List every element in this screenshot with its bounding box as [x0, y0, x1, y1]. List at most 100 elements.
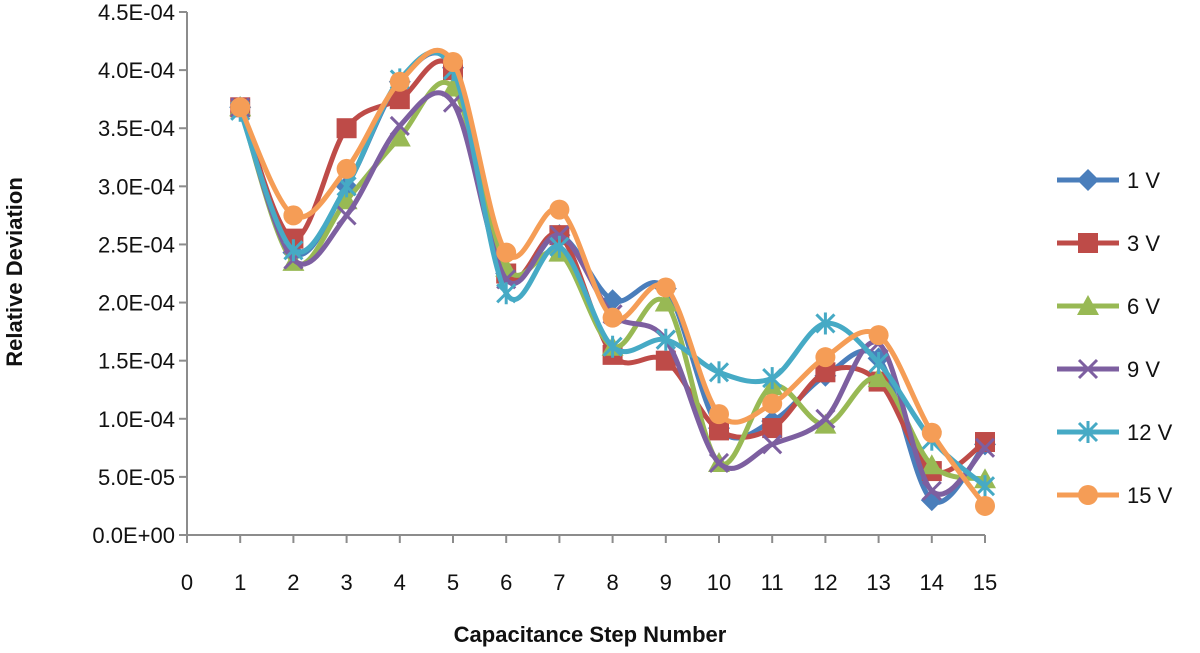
series-line-12v: [237, 49, 988, 489]
data-point-12v: [868, 351, 889, 374]
y-tick-label: 3.5E-04: [98, 116, 175, 141]
legend-label: 3 V: [1127, 231, 1160, 256]
y-tick-label: 1.0E-04: [98, 407, 175, 432]
data-point-12v: [655, 328, 676, 351]
x-tick-label: 14: [920, 570, 944, 595]
data-point-12v: [815, 312, 836, 335]
legend-item: 6 V: [1057, 294, 1160, 319]
x-axis-title: Capacitance Step Number: [454, 622, 727, 647]
axes: 0 1 2 3 4 5 6 7 8 9 10 11 12 13 14 15 0.0E+005.0E-051.0…: [92, 0, 997, 595]
legend-label: 9 V: [1127, 357, 1160, 382]
y-tick-label: 2.0E-04: [98, 291, 175, 316]
data-point-12v: [602, 335, 623, 358]
data-point-9v: [442, 92, 464, 113]
y-tick-label: 4.5E-04: [98, 0, 175, 25]
y-tick-label: 1.5E-04: [98, 349, 175, 374]
data-point-6v: [867, 367, 890, 388]
x-axis-ticks: 0 1 2 3 4 5 6 7 8 9 10 11 12 13 14 15: [181, 535, 997, 595]
x-tick-label: 2: [287, 570, 299, 595]
y-axis-title: Relative Deviation: [2, 177, 27, 367]
y-tick-label: 2.5E-04: [98, 232, 175, 257]
data-point-15v: [443, 51, 463, 72]
data-point-3v: [389, 89, 410, 110]
data-point-3v: [709, 420, 729, 441]
y-tick-label: 3.0E-04: [98, 174, 175, 199]
data-point-3v: [655, 350, 676, 371]
legend-label: 1 V: [1127, 168, 1160, 193]
legend-marker: [1077, 421, 1099, 443]
data-point-9v: [815, 408, 836, 429]
data-point-12v: [283, 239, 304, 262]
data-point-15v: [868, 325, 889, 346]
y-tick-label: 0.0E+00: [92, 523, 175, 548]
legend-marker: [1078, 485, 1098, 505]
legend-item: 3 V: [1057, 231, 1160, 256]
data-point-15v: [655, 277, 676, 298]
data-point-15v: [762, 393, 783, 414]
x-tick-label: 12: [813, 570, 837, 595]
legend-marker: [1078, 233, 1098, 253]
data-point-15v: [549, 199, 570, 220]
legend-label: 6 V: [1127, 294, 1160, 319]
data-point-12v: [762, 367, 783, 390]
y-tick-label: 5.0E-05: [98, 465, 175, 490]
data-point-15v: [815, 347, 836, 368]
data-point-3v: [815, 362, 836, 383]
data-point-12v: [549, 235, 570, 258]
data-point-6v: [920, 454, 943, 475]
data-point-3v: [762, 418, 783, 439]
data-point-15v: [975, 495, 995, 516]
x-tick-label: 3: [340, 570, 352, 595]
legend-item: 12 V: [1057, 420, 1173, 445]
data-point-9v: [336, 205, 357, 226]
x-tick-label: 9: [660, 570, 672, 595]
data-point-12v: [708, 361, 730, 384]
data-point-6v: [654, 291, 677, 312]
data-point-9v: [762, 434, 783, 455]
x-tick-label: 7: [553, 570, 565, 595]
data-point-15v: [921, 422, 942, 443]
data-point-6v: [388, 126, 411, 147]
data-point-15v: [336, 158, 357, 179]
data-point-15v: [496, 242, 517, 263]
x-tick-label: 15: [973, 570, 997, 595]
data-point-12v: [496, 282, 517, 305]
data-point-15v: [602, 307, 623, 328]
data-point-3v: [336, 118, 357, 139]
legend-label: 12 V: [1127, 420, 1173, 445]
series-layer: [229, 47, 996, 516]
legend-label: 15 V: [1127, 483, 1173, 508]
legend: 1 V 3 V 6 V 9 V 12 V 15 V: [1057, 168, 1173, 508]
data-point-12v: [974, 475, 996, 498]
data-point-9v: [708, 452, 730, 474]
x-tick-label: 11: [761, 570, 784, 595]
legend-item: 15 V: [1057, 483, 1173, 508]
series-line-15v: [237, 47, 988, 509]
legend-marker: [1077, 295, 1099, 315]
x-tick-label: 0: [181, 570, 193, 595]
legend-marker: [1077, 358, 1099, 380]
data-point-9v: [921, 480, 942, 501]
y-axis-ticks: 0.0E+00 5.0E-05 1.0E-04 1.5E-04 2.0E-04 2.5E-…: [92, 0, 187, 548]
x-tick-label: 13: [866, 570, 890, 595]
x-tick-label: 6: [500, 570, 512, 595]
x-tick-label: 5: [447, 570, 459, 595]
series-line-6v: [237, 79, 988, 482]
x-tick-label: 1: [234, 570, 246, 595]
series-6v: [229, 76, 996, 489]
data-point-9v: [974, 437, 996, 458]
legend-item: 9 V: [1057, 357, 1160, 382]
x-tick-label: 8: [606, 570, 618, 595]
data-point-3v: [975, 432, 995, 453]
legend-item: 1 V: [1057, 168, 1160, 193]
y-tick-label: 4.0E-04: [98, 58, 175, 83]
data-point-15v: [283, 205, 304, 226]
data-point-15v: [230, 97, 251, 118]
data-point-15v: [709, 404, 729, 425]
data-point-6v: [814, 413, 837, 434]
data-point-15v: [389, 71, 410, 92]
data-point-9v: [389, 115, 410, 136]
legend-marker: [1077, 169, 1099, 191]
x-tick-label: 10: [707, 570, 731, 595]
